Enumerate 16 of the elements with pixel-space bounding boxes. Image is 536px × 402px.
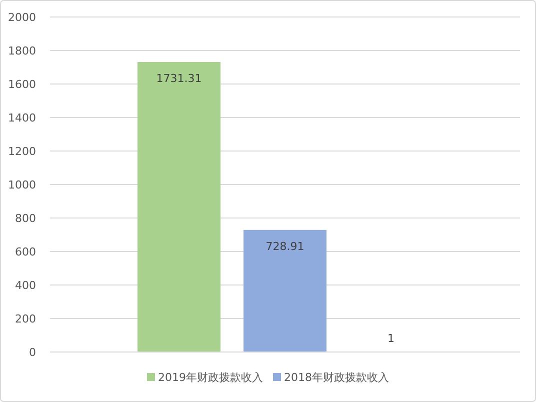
data-label: 1731.31 [156,72,202,86]
y-tick-label: 600 [15,246,36,258]
legend-label: 2019年财政拨款收入 [158,371,263,384]
y-tick-label: 1600 [8,78,36,91]
y-tick-label: 0 [29,346,36,359]
y-tick-label: 1200 [8,145,36,158]
y-tick-label: 1000 [8,178,36,192]
y-tick-label: 2000 [8,11,36,24]
legend-label: 2018年财政拨款收入 [284,371,389,384]
data-label: 728.91 [266,240,304,253]
y-tick-label: 1400 [8,112,36,124]
y-tick-label: 1800 [8,44,36,58]
data-label: 1 [388,332,394,345]
y-tick-label: 800 [15,212,36,225]
y-tick-label: 400 [15,279,36,292]
y-tick-label: 200 [15,312,36,326]
